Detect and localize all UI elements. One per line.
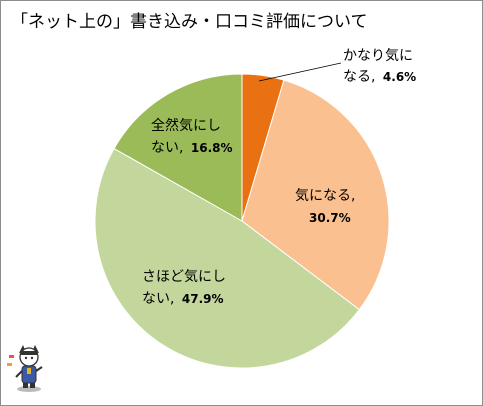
slice-label-line1: 気になる, — [295, 188, 355, 204]
pie-slice-1 — [241, 79, 390, 311]
svg-text:なる, 4.6%: なる, 4.6% — [343, 69, 416, 85]
slice-value-label: 4.6% — [383, 70, 416, 84]
slice-label-kininaru: 気になる, 30.7% — [295, 188, 355, 225]
svg-text:ない, 16.8%: ない, 16.8% — [151, 140, 233, 156]
slice-label-sahodo: さほど気にし ない, 47.9% — [142, 269, 226, 307]
pie-slices — [94, 73, 390, 369]
slice-value-label: 16.8% — [191, 141, 233, 155]
slice-label-line2: ない, — [142, 291, 174, 307]
pie-slice-3 — [113, 73, 243, 222]
leader-line — [258, 62, 342, 82]
slice-label-kanari: かなり気に なる, 4.6% — [343, 48, 416, 85]
slice-label-line1: 全然気にし — [151, 117, 221, 134]
slice-label-line1: さほど気にし — [142, 269, 226, 285]
slice-value-label: 30.7% — [309, 211, 351, 225]
chart-title: 「ネット上の」書き込み・口コミ評価について — [11, 12, 368, 32]
slice-label-line2: ない, — [151, 140, 183, 156]
slice-label-line1: かなり気に — [343, 48, 413, 64]
pie-slice-2 — [94, 147, 360, 369]
slice-label-line2: なる, — [343, 69, 375, 85]
mascot-character-icon — [7, 345, 43, 392]
svg-text:ない, 47.9%: ない, 47.9% — [142, 291, 224, 307]
slice-value-label: 47.9% — [182, 292, 224, 306]
slice-label-zenzen: 全然気にし ない, 16.8% — [151, 117, 233, 156]
